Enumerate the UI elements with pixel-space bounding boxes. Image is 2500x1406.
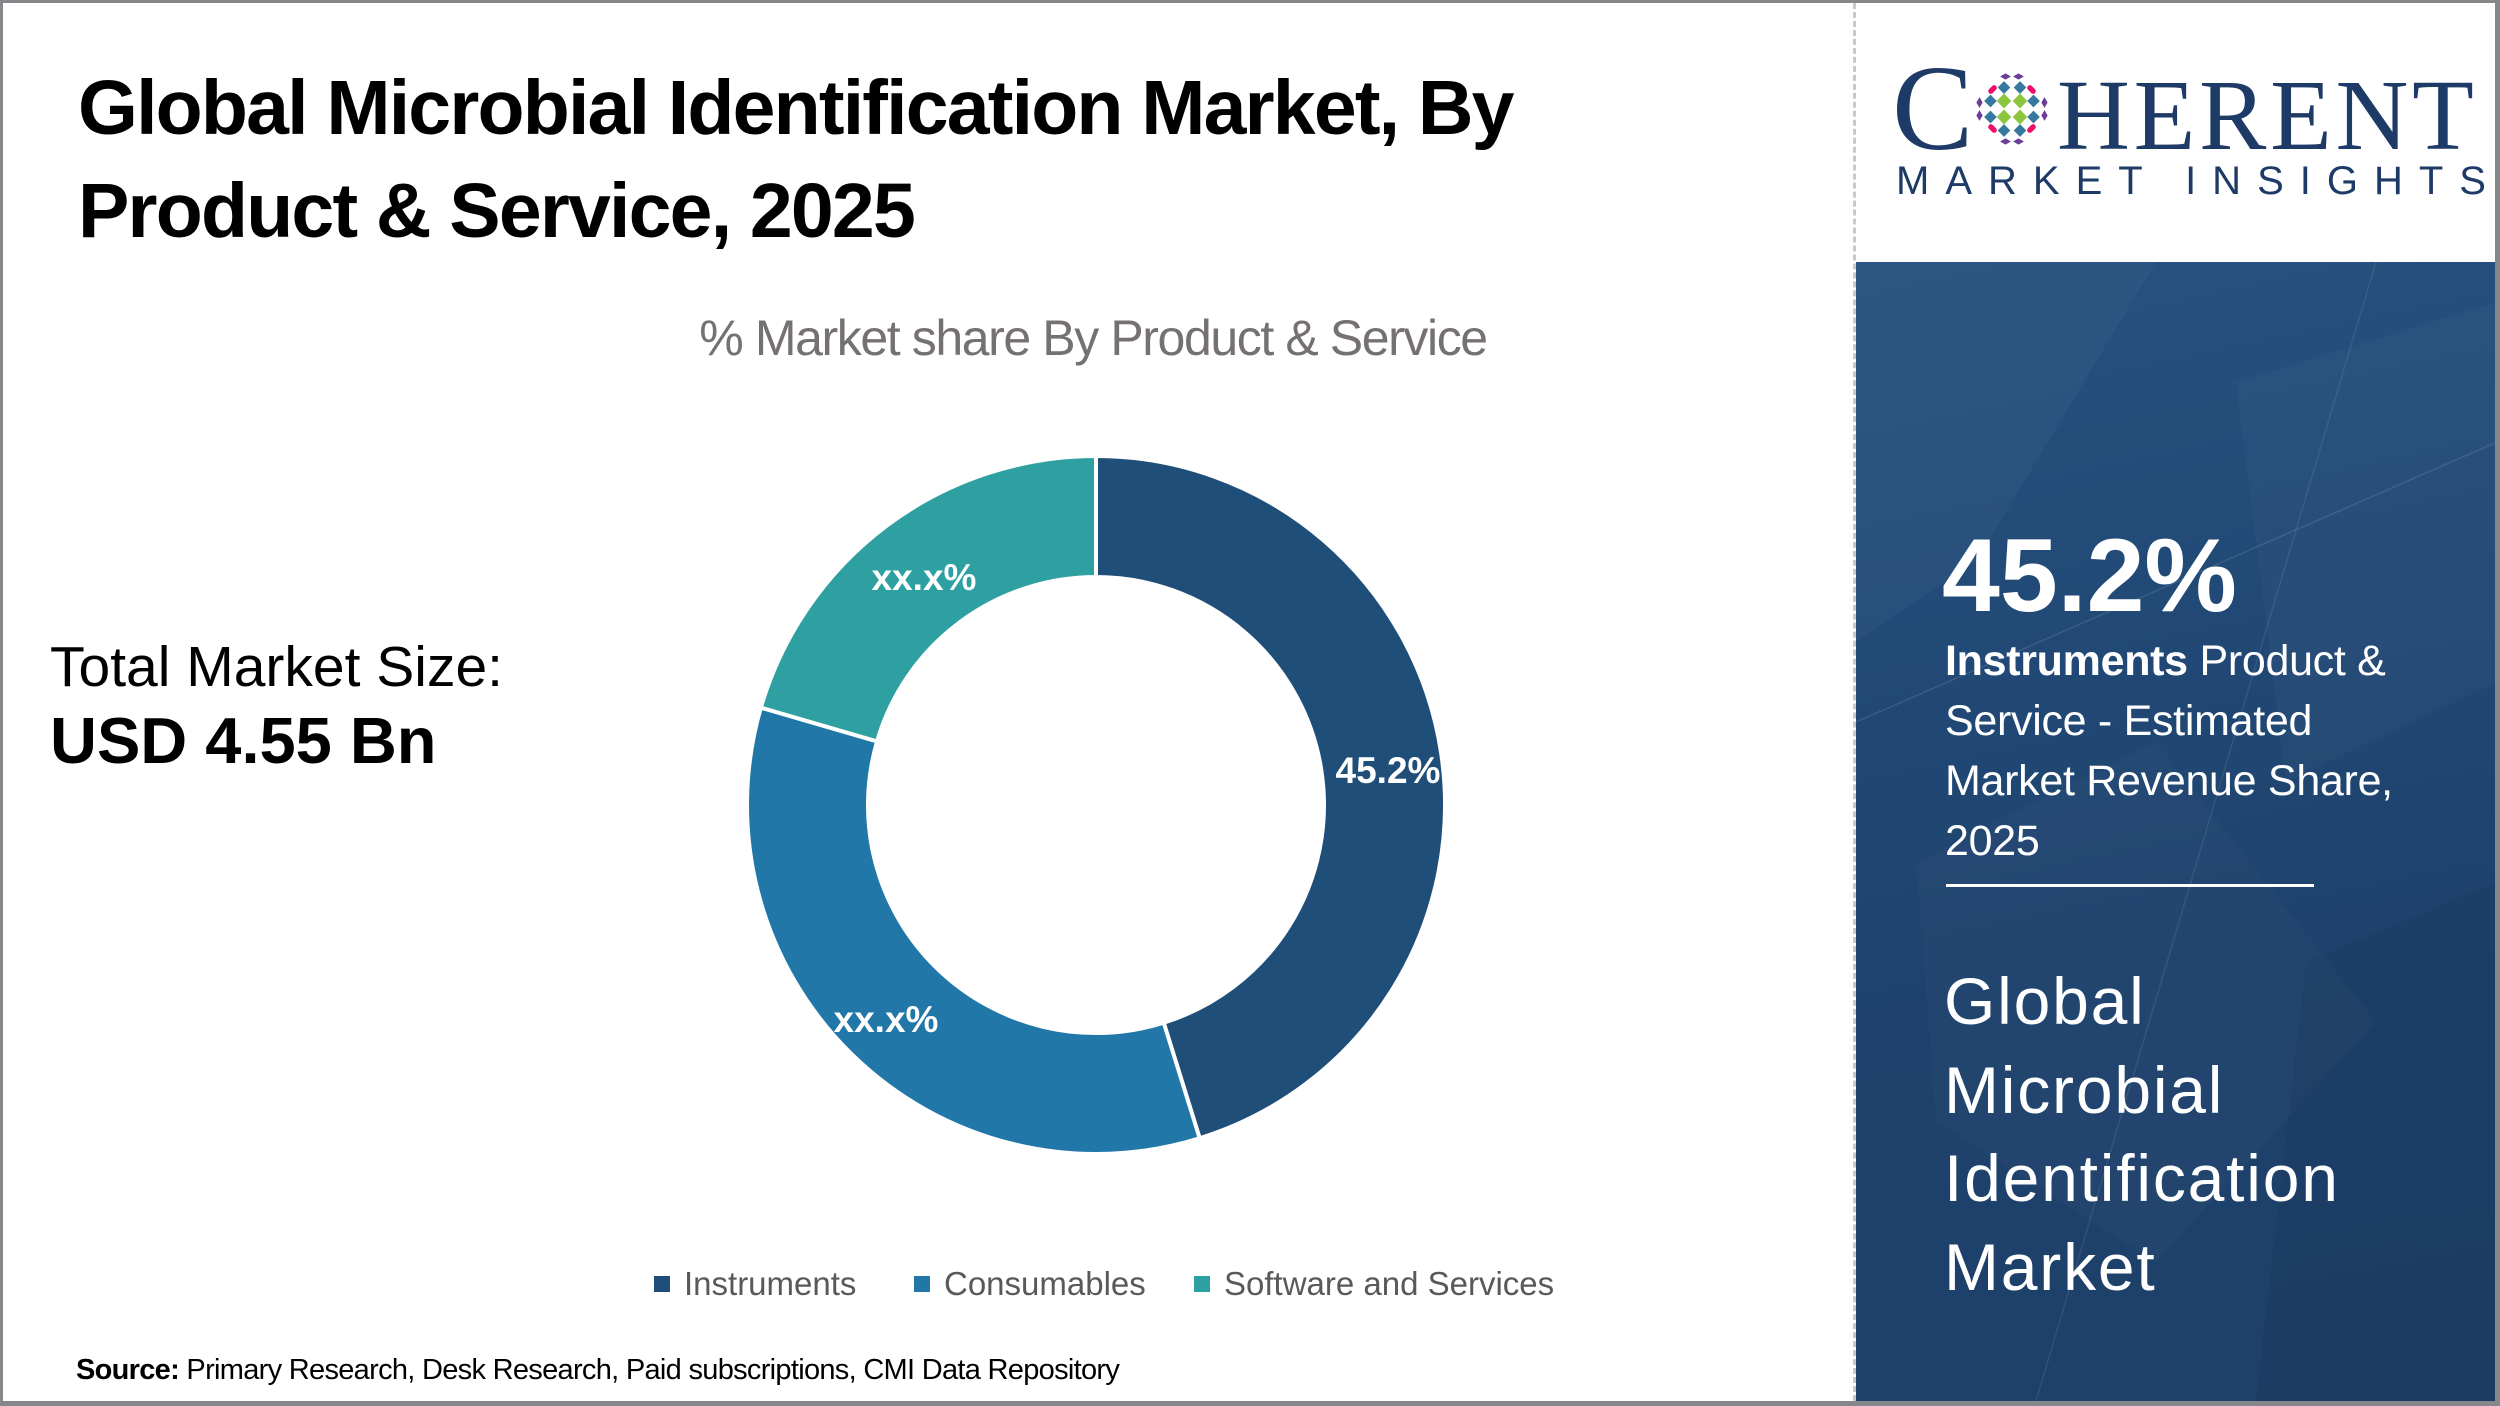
svg-text:45.2%: 45.2%: [1336, 750, 1441, 791]
svg-text:HERENT: HERENT: [2057, 59, 2478, 171]
svg-text:MARKET INSIGHTS: MARKET INSIGHTS: [1896, 159, 2495, 203]
svg-text:xx.x%: xx.x%: [872, 557, 977, 598]
svg-text:C: C: [1892, 41, 1973, 176]
svg-text:xx.x%: xx.x%: [834, 999, 939, 1040]
